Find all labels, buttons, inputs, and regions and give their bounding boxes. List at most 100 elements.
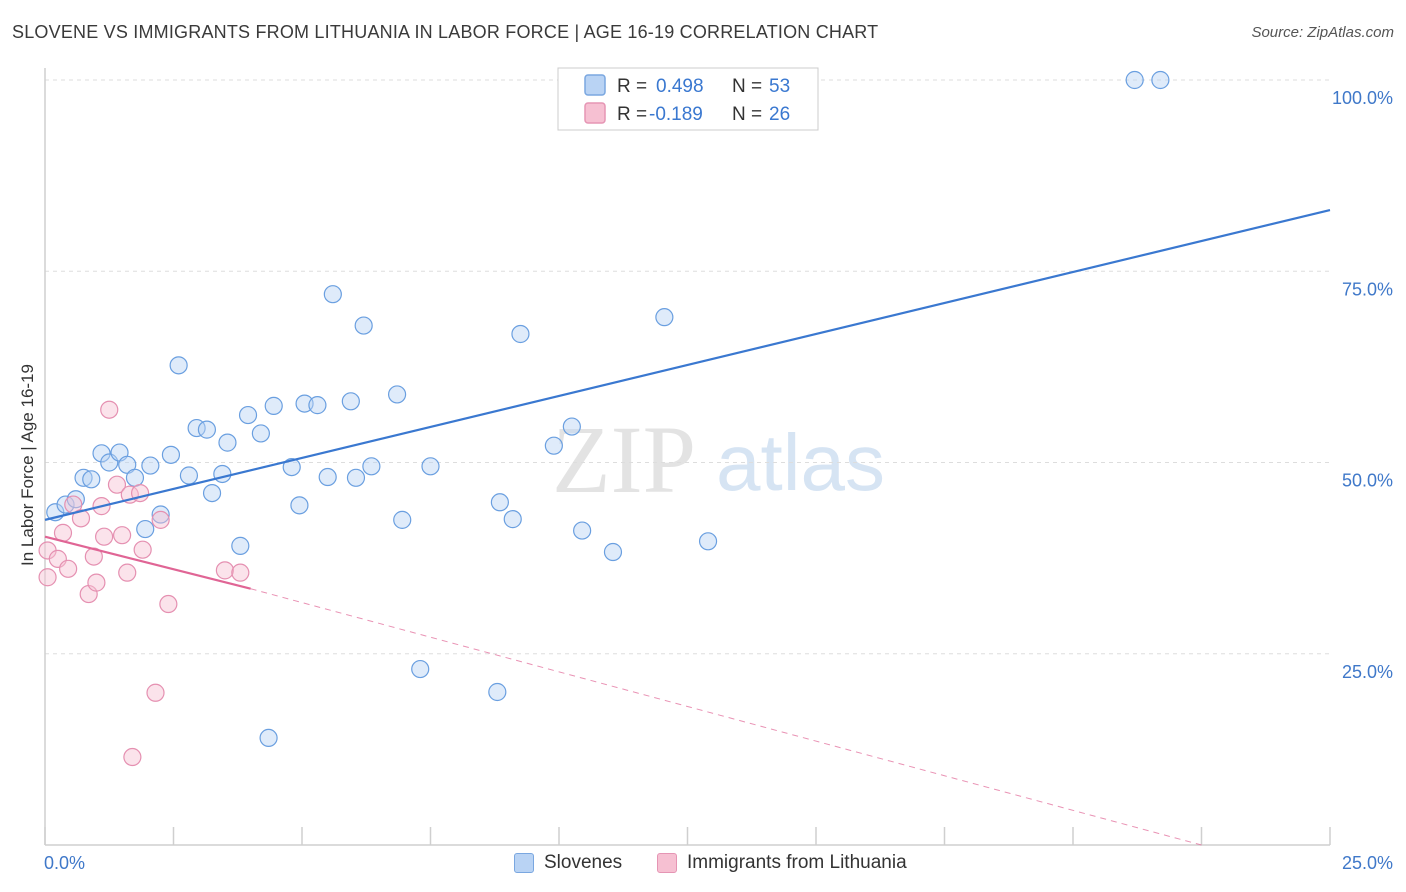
svg-text:R =: R = — [617, 76, 647, 97]
slovenes-point-30 — [318, 467, 337, 487]
slovenes-point-51 — [1151, 70, 1170, 90]
slovenes-point-40 — [488, 682, 507, 702]
slovenes-point-14 — [169, 356, 188, 375]
slovenes-point-43 — [511, 324, 530, 344]
slovenes-point-50 — [1125, 70, 1144, 90]
lithuania-point-22 — [159, 594, 178, 614]
legend-label-slovenes: Slovenes — [544, 852, 623, 873]
lithuania-swatch — [657, 853, 677, 873]
slovenes-point-1 — [56, 495, 75, 514]
slovenes-point-39 — [421, 457, 440, 476]
slovenes-point-35 — [362, 457, 381, 476]
slovenes-point-24 — [259, 728, 278, 748]
source-label: Source: ZipAtlas.com — [1251, 24, 1394, 41]
legend-swatch-lithuania — [584, 102, 606, 124]
legend-r-value-2: -0.189 — [649, 104, 703, 125]
slovenes-point-22 — [238, 405, 258, 425]
slovenes-point-4 — [82, 470, 101, 489]
slovenes-point-23 — [251, 424, 270, 443]
slovenes-point-10 — [136, 519, 155, 539]
slovenes-point-26 — [282, 457, 301, 477]
svg-text:R =: R = — [617, 104, 647, 125]
slovenes-point-9 — [125, 468, 145, 487]
lithuania-point-9 — [87, 573, 106, 592]
slovenes-point-17 — [197, 420, 217, 439]
slovenes-point-33 — [346, 468, 366, 487]
lithuania-point-20 — [146, 683, 165, 702]
lithuania-point-19 — [133, 540, 152, 559]
slovenes-point-34 — [354, 316, 373, 335]
svg-text:0.498: 0.498 — [656, 76, 704, 97]
correlation-legend: R = 0.498 N = 53 R = -0.189 N = 26 — [557, 67, 819, 131]
data-points — [38, 70, 1170, 767]
slovenes-point-3 — [74, 468, 93, 487]
x-tick-label-0: 0.0% — [44, 853, 85, 873]
lithuania-point-11 — [95, 527, 114, 546]
slovenes-point-5 — [92, 444, 111, 463]
legend-r-label-2: R = — [617, 104, 647, 125]
slovenes-point-15 — [179, 466, 199, 485]
watermark: ZIP atlas — [552, 406, 885, 513]
slovenes-point-32 — [341, 392, 360, 411]
lithuania-point-13 — [107, 475, 127, 494]
slovenes-point-48 — [655, 308, 674, 327]
svg-text:N =: N = — [732, 104, 762, 125]
legend-n-label-1: N = — [732, 76, 762, 97]
slovenes-point-29 — [308, 396, 327, 415]
trend-lines — [44, 208, 1331, 846]
legend-n-value-1: 53 — [769, 76, 790, 97]
legend-r-value-1: 0.498 — [656, 76, 704, 97]
slovenes-point-44 — [544, 436, 563, 455]
legend-n-label-2: N = — [732, 104, 762, 125]
lithuania-trend-line — [44, 535, 251, 590]
slovenes-point-18 — [202, 484, 222, 503]
slovenes-point-13 — [161, 445, 181, 464]
slovenes-point-27 — [290, 496, 309, 515]
slovenes-point-12 — [151, 505, 170, 524]
lithuania-point-23 — [215, 561, 234, 580]
slovenes-point-45 — [562, 417, 581, 436]
slovenes-point-36 — [387, 385, 407, 404]
slovenes-point-19 — [213, 464, 232, 484]
svg-text:26: 26 — [769, 104, 790, 125]
x-tick-label-1: 25.0% — [1342, 853, 1393, 873]
legend-r-label-1: R = — [617, 76, 647, 97]
lithuania-trend-extension — [250, 588, 1202, 846]
lithuania-point-15 — [118, 563, 137, 582]
slovenes-point-25 — [264, 396, 283, 415]
chart-title: SLOVENE VS IMMIGRANTS FROM LITHUANIA IN … — [12, 22, 879, 42]
lithuania-point-6 — [71, 509, 91, 528]
watermark-zip: ZIP — [552, 406, 696, 513]
lithuania-point-1 — [38, 568, 57, 587]
axes — [44, 68, 1331, 846]
slovenes-point-41 — [490, 493, 509, 512]
lithuania-point-24 — [231, 563, 250, 582]
slovenes-point-31 — [323, 285, 342, 304]
y-tick-label-3: 100.0% — [1332, 88, 1393, 108]
tick-labels: 25.0% 50.0% 75.0% 100.0% 0.0% 25.0% — [44, 88, 1393, 873]
slovenes-point-21 — [231, 536, 250, 555]
legend-label-lithuania: Immigrants from Lithuania — [687, 852, 907, 873]
lithuania-point-14 — [112, 526, 132, 545]
legend-n-value-2: 26 — [769, 104, 790, 125]
slovenes-trend-line — [44, 208, 1331, 521]
svg-text:-0.189: -0.189 — [649, 104, 703, 125]
slovenes-point-11 — [141, 456, 160, 475]
legend-item-lithuania[interactable]: Immigrants from Lithuania — [657, 852, 907, 874]
legend-item-slovenes[interactable]: Slovenes — [514, 852, 622, 874]
slovenes-swatch — [514, 853, 534, 873]
slovenes-point-46 — [573, 521, 592, 540]
slovenes-point-20 — [218, 433, 237, 452]
slovenes-point-42 — [503, 510, 522, 529]
svg-text:N =: N = — [732, 76, 762, 97]
y-tick-label-1: 50.0% — [1342, 471, 1393, 491]
lithuania-point-12 — [100, 400, 119, 419]
svg-text:53: 53 — [769, 76, 790, 97]
slovenes-point-47 — [603, 542, 623, 562]
lithuania-point-4 — [59, 559, 78, 578]
slovenes-point-37 — [393, 510, 412, 529]
legend-swatch-slovenes — [584, 74, 606, 96]
slovenes-point-49 — [698, 532, 718, 551]
lithuania-point-21 — [151, 510, 170, 529]
